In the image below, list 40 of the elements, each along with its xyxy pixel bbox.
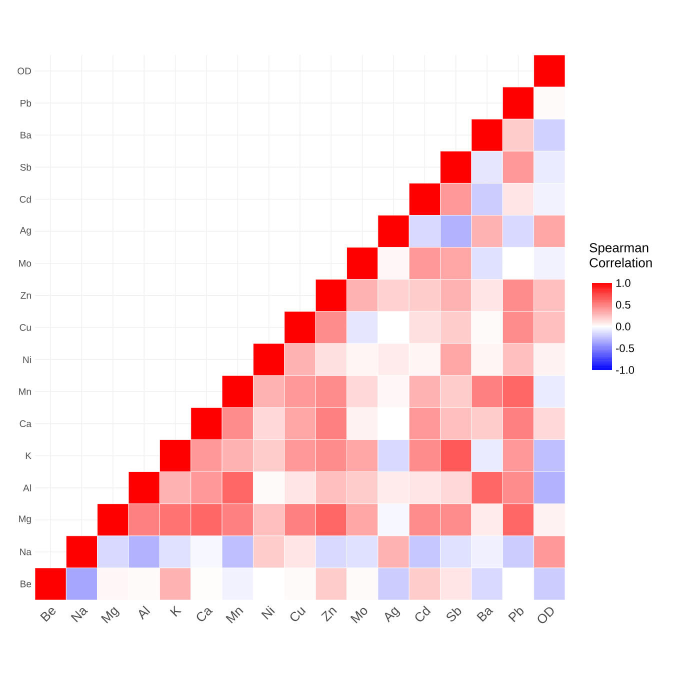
x-tick-label: Ca: [196, 608, 213, 622]
color-bar-label: -0.5: [616, 344, 634, 352]
y-tick-label: Mn: [19, 388, 31, 395]
y-tick-label: Ba: [20, 132, 32, 138]
x-tick-label: K: [170, 605, 182, 617]
y-tick-label: Ag: [20, 227, 31, 236]
y-tick-label: K: [26, 452, 32, 459]
color-bar-label: 0.0: [616, 322, 630, 330]
x-tick-label: Cd: [415, 606, 431, 622]
x-tick-label: Al: [138, 606, 150, 620]
y-tick-label: Sb: [20, 164, 32, 171]
x-tick-label: Cu: [290, 607, 306, 622]
x-tick-label: Be: [40, 608, 56, 622]
y-tick-label: Na: [20, 548, 32, 556]
x-tick-label: Zn: [321, 608, 337, 622]
x-tick-label: Mn: [226, 608, 244, 624]
y-tick-label: Be: [20, 580, 32, 588]
y-tick-label: Ca: [20, 420, 32, 428]
y-tick-label: Cu: [20, 324, 31, 331]
y-tick-label: Cd: [20, 196, 31, 203]
y-tick-label: OD: [18, 68, 32, 74]
x-tick-label: Sb: [446, 608, 462, 622]
color-bar-label: 0.5: [616, 300, 630, 309]
x-tick-label: Ba: [476, 608, 494, 622]
y-tick-label: Zn: [20, 292, 31, 299]
x-tick-label: Mg: [100, 607, 120, 624]
x-tick-label: Pb: [508, 608, 524, 622]
color-bar-label: -1.0: [616, 366, 634, 374]
x-tick-label: Ni: [261, 606, 275, 620]
color-bar-title: Spearman Correlation: [590, 243, 652, 268]
y-tick-label: Pb: [20, 100, 32, 107]
y-tick-label: Mo: [19, 260, 32, 267]
x-tick-label: Ag: [384, 607, 400, 623]
x-tick-label: Mo: [350, 608, 368, 624]
x-tick-label: Na: [70, 608, 88, 622]
x-tick-label: OD: [538, 607, 554, 624]
color-bar-label: 1.0: [616, 279, 630, 287]
y-tick-label: Al: [23, 484, 31, 492]
y-tick-label: Mg: [19, 516, 31, 524]
y-tick-label: Ni: [23, 356, 31, 363]
